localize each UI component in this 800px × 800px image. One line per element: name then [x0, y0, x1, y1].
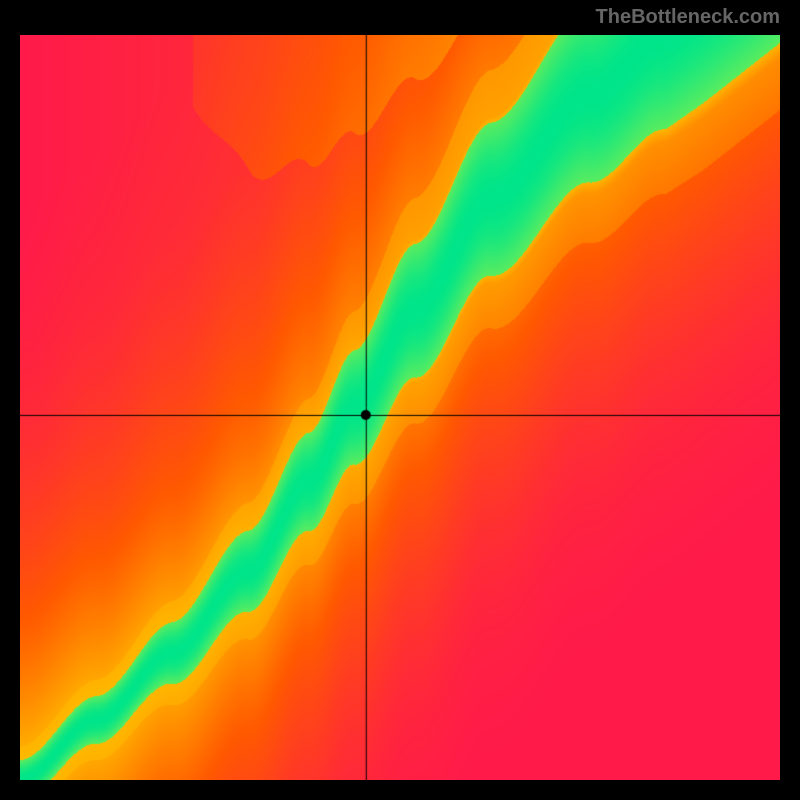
heatmap-chart [20, 35, 780, 780]
watermark-text: TheBottleneck.com [596, 6, 780, 29]
heatmap-canvas [20, 35, 780, 780]
chart-container: TheBottleneck.com [0, 0, 800, 800]
